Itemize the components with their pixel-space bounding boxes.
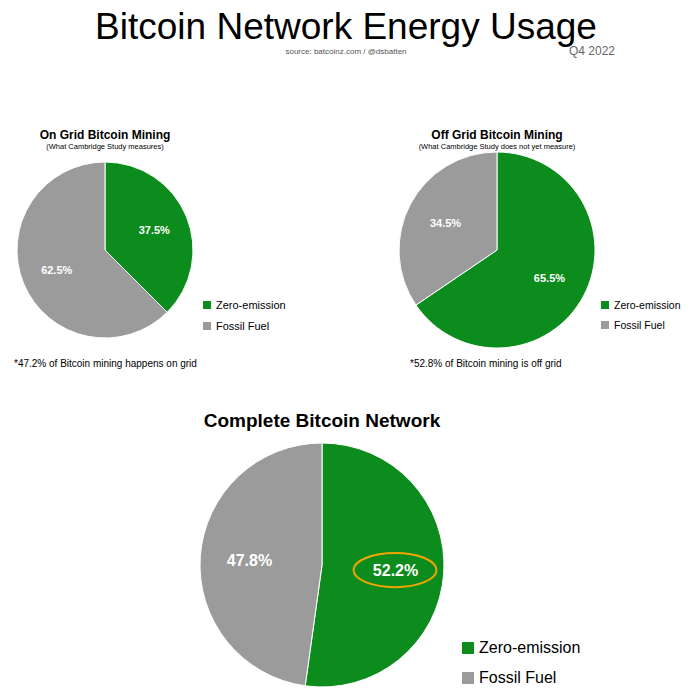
svg-text:52.2%: 52.2%	[373, 562, 418, 579]
html-text:Zero-emission: Zero-emission	[216, 299, 286, 312]
html-text:Zero-emission: Zero-emission	[479, 638, 581, 656]
html-text:Fossil Fuel: Fossil Fuel	[614, 319, 665, 332]
svg-text:37.5%: 37.5%	[139, 224, 170, 236]
svg-text:47.8%: 47.8%	[227, 552, 272, 569]
html-text:Complete Bitcoin Network: Complete Bitcoin Network	[203, 410, 441, 431]
svg-text:34.5%: 34.5%	[430, 217, 461, 229]
html-text:source: batcoinz.com / @dsbatt: source: batcoinz.com / @dsbatten	[285, 47, 407, 56]
html-text:(What Cambridge Study measures: (What Cambridge Study measures)	[46, 142, 164, 151]
html-text:Q4 2022: Q4 2022	[569, 44, 615, 58]
html-text:Off Grid Bitcoin Mining: Off Grid Bitcoin Mining	[431, 128, 563, 142]
html-text:Zero-emission: Zero-emission	[614, 299, 681, 312]
svg-text:62.5%: 62.5%	[41, 264, 72, 276]
html-text:Fossil Fuel: Fossil Fuel	[479, 669, 557, 687]
html-text:On Grid Bitcoin Mining: On Grid Bitcoin Mining	[39, 128, 171, 142]
html-text:Fossil Fuel: Fossil Fuel	[216, 320, 270, 332]
html-text:(What Cambridge Study does not: (What Cambridge Study does not yet measu…	[418, 142, 576, 151]
html-text:Bitcoin Network Energy Usage: Bitcoin Network Energy Usage	[95, 6, 597, 47]
html-text:*47.2% of Bitcoin mining happe: *47.2% of Bitcoin mining happens on grid	[14, 358, 197, 369]
html-text:*52.8% of Bitcoin mining is of: *52.8% of Bitcoin mining is off grid	[410, 358, 562, 369]
svg-text:65.5%: 65.5%	[534, 272, 565, 284]
